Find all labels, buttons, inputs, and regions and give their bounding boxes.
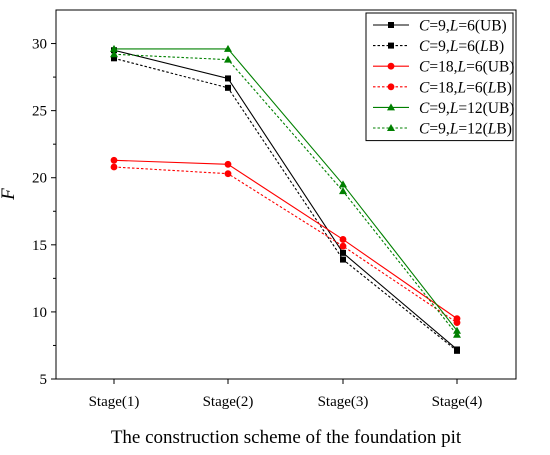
- legend-label: C=9,L=12(UB): [419, 100, 514, 117]
- legend-marker: [387, 62, 395, 70]
- legend-item: C=9,L=12(UB): [373, 100, 514, 117]
- data-point: [110, 50, 118, 58]
- x-tick-label: Stage(1): [89, 394, 140, 410]
- plot-frame: [55, 9, 517, 380]
- x-axis-title: The construction scheme of the foundatio…: [111, 427, 462, 448]
- series-4: [110, 44, 461, 334]
- legend-item: C=18,L=6(LB): [373, 79, 512, 96]
- y-tick-label: 15: [32, 238, 47, 254]
- legend-label: C=9,L=6(UB): [419, 18, 507, 35]
- data-point: [453, 330, 461, 338]
- y-tick-label: 25: [32, 104, 47, 120]
- y-tick-label: 30: [32, 37, 47, 53]
- data-point: [339, 242, 347, 250]
- legend-item: C=9,L=6(UB): [373, 18, 507, 35]
- legend-marker: [388, 42, 394, 49]
- series-line: [113, 159, 458, 320]
- legend-label: C=18,L=6(UB): [419, 59, 514, 76]
- data-point: [224, 160, 232, 168]
- series-line: [113, 49, 458, 350]
- data-point: [454, 347, 460, 354]
- data-point: [225, 75, 231, 82]
- y-tick-label: 5: [40, 372, 48, 388]
- series-line: [113, 57, 458, 352]
- data-point: [339, 180, 347, 188]
- series-line: [113, 166, 458, 324]
- legend-item: C=9,L=12(LB): [373, 121, 512, 138]
- y-tick-label: 10: [32, 305, 47, 321]
- series-3: [110, 163, 461, 327]
- data-point: [453, 319, 461, 327]
- data-point: [224, 170, 232, 178]
- data-point: [224, 55, 232, 63]
- series-line: [113, 53, 458, 336]
- legend-marker: [387, 124, 395, 131]
- legend-item: C=18,L=6(UB): [373, 59, 514, 76]
- data-point: [111, 55, 117, 62]
- series-1: [111, 55, 460, 354]
- y-axis-title: F: [0, 188, 19, 201]
- legend-label: C=9,L=6(LB): [419, 38, 504, 55]
- data-point: [340, 249, 346, 256]
- data-point: [110, 163, 118, 171]
- data-point: [340, 256, 346, 263]
- data-point: [339, 236, 347, 243]
- legend-label: C=9,L=12(LB): [419, 121, 512, 138]
- y-tick-label: 20: [32, 171, 47, 187]
- legend-marker: [387, 103, 395, 111]
- data-point: [110, 44, 118, 52]
- x-tick-label: Stage(4): [432, 394, 483, 410]
- data-point: [224, 44, 232, 52]
- legend-item: C=9,L=6(LB): [373, 38, 504, 55]
- legend-box: [365, 12, 514, 142]
- series-line: [114, 48, 458, 332]
- series-2: [110, 156, 461, 323]
- data-point: [225, 84, 231, 91]
- data-point: [339, 187, 347, 195]
- series-5: [110, 50, 461, 338]
- legend-marker: [387, 83, 395, 91]
- legend: C=9,L=6(UB) C=9,L=6(LB) C=18,L=6(UB) C=18,L…: [365, 12, 514, 142]
- legend-label: C=18,L=6(LB): [419, 79, 512, 96]
- legend-marker: [388, 22, 394, 28]
- x-tick-label: Stage(2): [203, 394, 254, 410]
- data-point: [110, 156, 118, 164]
- x-tick-label: Stage(3): [318, 394, 369, 410]
